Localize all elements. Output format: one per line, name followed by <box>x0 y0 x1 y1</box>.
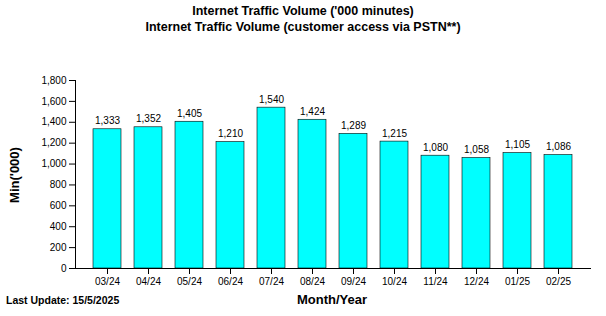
svg-text:1,405: 1,405 <box>177 108 202 119</box>
svg-text:11/24: 11/24 <box>423 276 448 287</box>
svg-text:200: 200 <box>50 242 67 253</box>
svg-text:03/24: 03/24 <box>95 276 120 287</box>
svg-text:1,600: 1,600 <box>41 96 66 107</box>
svg-text:1,200: 1,200 <box>41 137 66 148</box>
svg-text:12/24: 12/24 <box>464 276 489 287</box>
svg-text:1,289: 1,289 <box>341 120 366 131</box>
svg-text:800: 800 <box>50 179 67 190</box>
svg-text:06/24: 06/24 <box>218 276 243 287</box>
svg-text:1,800: 1,800 <box>41 75 66 86</box>
svg-text:1,352: 1,352 <box>136 113 161 124</box>
html-text:Last Update: 15/5/2025: Last Update: 15/5/2025 <box>6 294 120 306</box>
svg-text:1,105: 1,105 <box>505 139 530 150</box>
svg-text:1,000: 1,000 <box>41 158 66 169</box>
svg-text:1,215: 1,215 <box>382 128 407 139</box>
svg-text:09/24: 09/24 <box>341 276 366 287</box>
html-text:Month/Year: Month/Year <box>297 292 367 307</box>
svg-text:1,058: 1,058 <box>464 144 489 155</box>
svg-text:1,333: 1,333 <box>95 115 120 126</box>
svg-text:10/24: 10/24 <box>382 276 407 287</box>
svg-text:0: 0 <box>61 263 67 274</box>
svg-text:1,424: 1,424 <box>300 106 325 117</box>
svg-text:07/24: 07/24 <box>259 276 284 287</box>
svg-text:04/24: 04/24 <box>136 276 161 287</box>
html-text:Internet Traffic Volume (custo: Internet Traffic Volume (customer access… <box>145 20 461 34</box>
html-text:Min('000): Min('000) <box>6 147 22 203</box>
svg-text:05/24: 05/24 <box>177 276 202 287</box>
svg-text:08/24: 08/24 <box>300 276 325 287</box>
svg-text:600: 600 <box>50 200 67 211</box>
svg-text:1,086: 1,086 <box>546 141 571 152</box>
svg-text:1,080: 1,080 <box>423 142 448 153</box>
svg-text:02/25: 02/25 <box>546 276 571 287</box>
svg-text:400: 400 <box>50 221 67 232</box>
html-text:Internet Traffic Volume ('000: Internet Traffic Volume ('000 minutes) <box>192 4 414 18</box>
svg-text:1,400: 1,400 <box>41 116 66 127</box>
svg-text:01/25: 01/25 <box>505 276 530 287</box>
svg-text:1,540: 1,540 <box>259 94 284 105</box>
svg-text:1,210: 1,210 <box>218 128 243 139</box>
